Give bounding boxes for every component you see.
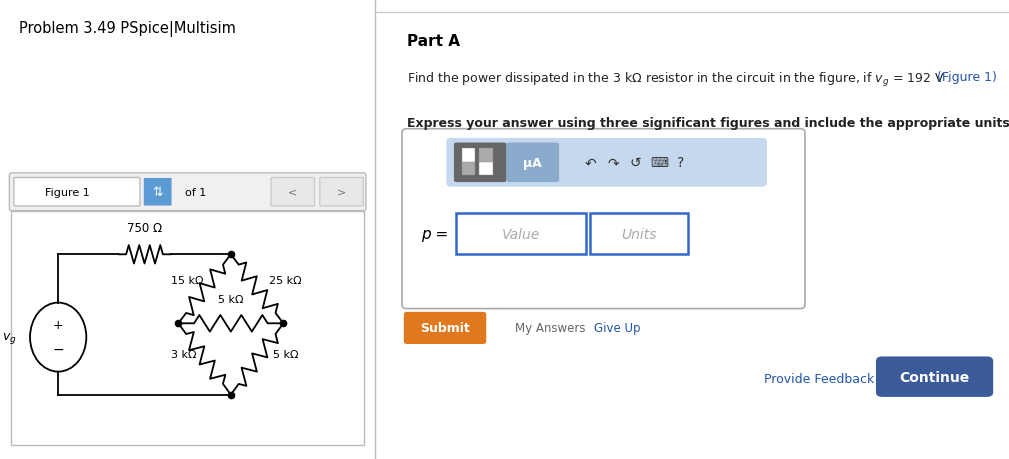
Text: 750 Ω: 750 Ω [127, 222, 162, 235]
Text: Express your answer using three significant figures and include the appropriate : Express your answer using three signific… [407, 117, 1009, 130]
Text: −: − [52, 342, 64, 356]
Text: My Answers: My Answers [515, 322, 585, 335]
Text: Submit: Submit [420, 322, 470, 335]
Text: 5 kΩ: 5 kΩ [272, 350, 298, 359]
Text: +: + [52, 318, 64, 331]
FancyBboxPatch shape [402, 129, 805, 309]
Text: μA: μA [524, 157, 542, 169]
Text: ↺: ↺ [630, 156, 641, 170]
Text: 15 kΩ: 15 kΩ [172, 275, 204, 285]
Bar [479, 162, 493, 175]
Text: Give Up: Give Up [594, 322, 641, 335]
Bar [461, 149, 475, 162]
FancyBboxPatch shape [14, 178, 140, 207]
Text: >: > [337, 187, 346, 197]
Text: of 1: of 1 [185, 187, 206, 197]
Text: Units: Units [621, 227, 657, 241]
Text: ?: ? [677, 156, 684, 170]
FancyBboxPatch shape [446, 139, 767, 187]
Text: ⌨: ⌨ [650, 157, 668, 169]
FancyBboxPatch shape [11, 211, 364, 445]
Text: p =: p = [421, 227, 448, 241]
FancyBboxPatch shape [320, 178, 363, 207]
Text: Continue: Continue [899, 370, 970, 384]
FancyBboxPatch shape [271, 178, 315, 207]
FancyBboxPatch shape [876, 357, 993, 397]
Text: Problem 3.49 PSpice|Multisim: Problem 3.49 PSpice|Multisim [19, 21, 236, 37]
Text: Figure 1: Figure 1 [44, 187, 90, 197]
FancyBboxPatch shape [454, 143, 507, 183]
Text: 3 kΩ: 3 kΩ [172, 350, 197, 359]
Text: <: < [289, 187, 298, 197]
FancyBboxPatch shape [9, 174, 366, 211]
Text: $v_g$: $v_g$ [2, 330, 17, 345]
Text: Part A: Part A [407, 34, 460, 50]
Text: 5 kΩ: 5 kΩ [218, 295, 243, 305]
FancyBboxPatch shape [507, 143, 559, 183]
Text: ↶: ↶ [585, 156, 596, 170]
Text: 25 kΩ: 25 kΩ [269, 275, 302, 285]
Bar [479, 149, 493, 162]
FancyBboxPatch shape [404, 312, 486, 344]
FancyBboxPatch shape [143, 179, 172, 206]
Text: Value: Value [502, 227, 541, 241]
Text: Find the power dissipated in the 3 kΩ resistor in the circuit in the figure, if : Find the power dissipated in the 3 kΩ re… [407, 71, 952, 89]
FancyBboxPatch shape [589, 213, 688, 255]
Text: ⇅: ⇅ [152, 186, 162, 199]
Text: ↷: ↷ [607, 156, 619, 170]
Text: Provide Feedback: Provide Feedback [764, 372, 874, 385]
FancyBboxPatch shape [456, 213, 586, 255]
Text: (Figure 1): (Figure 1) [936, 71, 997, 84]
Bar [461, 162, 475, 175]
